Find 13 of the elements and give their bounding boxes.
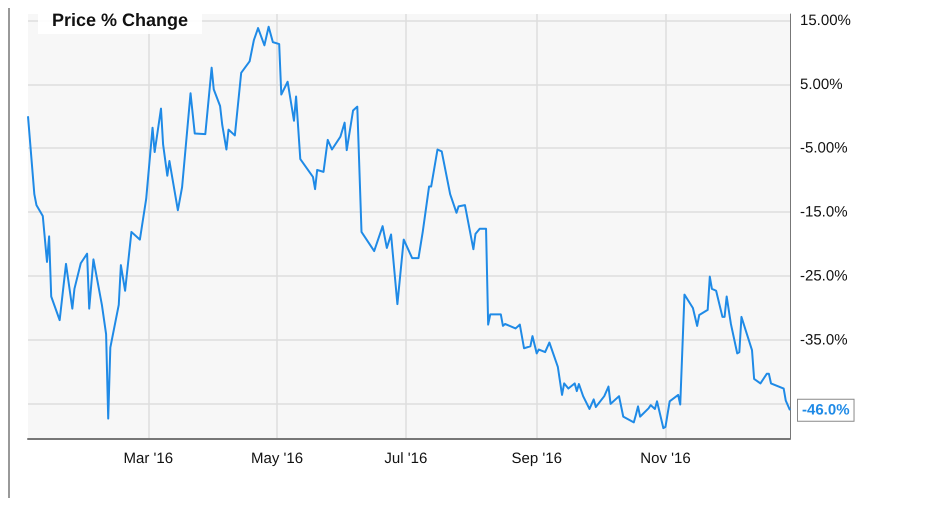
- y-tick-label: -15.0%: [800, 204, 848, 221]
- x-tick-label: May '16: [251, 450, 304, 467]
- x-tick-label: Nov '16: [640, 450, 691, 467]
- y-tick-label: -25.0%: [800, 268, 848, 285]
- x-tick-label: Jul '16: [384, 450, 428, 467]
- y-tick-label: -35.0%: [800, 331, 848, 348]
- y-tick-label: 5.00%: [800, 76, 843, 93]
- x-tick-label: Mar '16: [124, 450, 174, 467]
- chart-title: Price % Change: [52, 10, 188, 30]
- y-tick-label: -5.00%: [800, 140, 848, 157]
- y-tick-label: 15.00%: [800, 12, 851, 29]
- x-tick-label: Sep '16: [512, 450, 562, 467]
- annotation: -46.0%: [802, 402, 850, 419]
